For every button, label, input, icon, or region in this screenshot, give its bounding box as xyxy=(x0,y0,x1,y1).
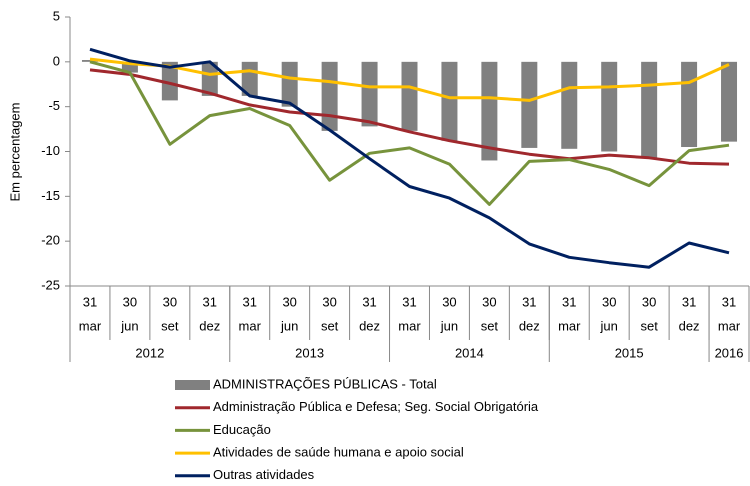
x-tick-month: set xyxy=(481,318,499,333)
bar xyxy=(201,61,218,96)
bar xyxy=(121,61,138,73)
bar xyxy=(561,61,578,149)
x-tick-day: 31 xyxy=(83,294,97,309)
x-tick-month: dez xyxy=(359,318,380,333)
bar xyxy=(481,61,498,161)
y-tick-label: -5 xyxy=(48,98,60,113)
x-tick-month: set xyxy=(640,318,658,333)
x-tick-day: 30 xyxy=(602,294,616,309)
x-tick-month: dez xyxy=(679,318,700,333)
line xyxy=(89,47,730,269)
x-tick-day: 30 xyxy=(642,294,656,309)
x-tick-day: 31 xyxy=(243,294,257,309)
bar xyxy=(321,61,338,131)
y-tick-label: -25 xyxy=(41,277,60,292)
y-tick-label: 5 xyxy=(53,8,60,23)
x-tick-month: mar xyxy=(398,318,421,333)
year-label: 2013 xyxy=(295,345,324,360)
line xyxy=(89,57,730,102)
bar xyxy=(281,61,298,107)
legend-label: Outras atividades xyxy=(213,467,315,481)
x-tick-day: 30 xyxy=(163,294,177,309)
year-label: 2014 xyxy=(455,345,484,360)
x-tick-month: jun xyxy=(120,318,138,333)
x-tick-day: 31 xyxy=(682,294,696,309)
bar xyxy=(641,61,658,158)
y-tick-label: -10 xyxy=(41,143,60,158)
y-tick-label: -20 xyxy=(41,233,60,248)
year-label: 2015 xyxy=(615,345,644,360)
y-tick-label: 0 xyxy=(53,53,60,68)
x-tick-month: jun xyxy=(440,318,458,333)
year-label: 2012 xyxy=(135,345,164,360)
x-tick-day: 30 xyxy=(123,294,137,309)
x-tick-day: 31 xyxy=(402,294,416,309)
x-tick-month: dez xyxy=(199,318,220,333)
bar xyxy=(681,61,698,148)
legend-label: Administração Pública e Defesa; Seg. Soc… xyxy=(213,399,539,414)
x-tick-month: mar xyxy=(239,318,262,333)
y-tick-label: -15 xyxy=(41,188,60,203)
x-tick-day: 30 xyxy=(322,294,336,309)
x-tick-day: 31 xyxy=(522,294,536,309)
bar xyxy=(721,61,738,142)
x-tick-month: dez xyxy=(519,318,540,333)
x-tick-day: 30 xyxy=(442,294,456,309)
bar xyxy=(161,61,178,101)
x-tick-month: jun xyxy=(600,318,618,333)
bar xyxy=(441,61,458,141)
x-tick-day: 31 xyxy=(203,294,217,309)
legend-label: ADMINISTRAÇÕES PÚBLICAS - Total xyxy=(213,376,437,391)
x-tick-day: 31 xyxy=(362,294,376,309)
x-tick-day: 30 xyxy=(282,294,296,309)
x-tick-month: mar xyxy=(79,318,102,333)
bar xyxy=(521,61,538,148)
line xyxy=(89,68,730,166)
line xyxy=(89,60,730,206)
bar xyxy=(81,60,98,62)
x-tick-month: mar xyxy=(558,318,581,333)
bar xyxy=(401,61,418,131)
y-axis-label: Em percentagem xyxy=(7,103,22,202)
legend-swatch xyxy=(175,380,210,390)
x-tick-month: mar xyxy=(718,318,741,333)
x-tick-day: 30 xyxy=(482,294,496,309)
x-tick-month: set xyxy=(161,318,179,333)
bar xyxy=(601,61,618,152)
x-tick-day: 31 xyxy=(562,294,576,309)
legend-label: Educação xyxy=(213,422,271,437)
x-tick-month: set xyxy=(321,318,339,333)
legend-label: Atividades de saúde humana e apoio socia… xyxy=(213,445,464,460)
x-tick-month: jun xyxy=(280,318,298,333)
year-label: 2016 xyxy=(715,345,744,360)
bar xyxy=(361,61,378,127)
x-tick-day: 31 xyxy=(722,294,736,309)
